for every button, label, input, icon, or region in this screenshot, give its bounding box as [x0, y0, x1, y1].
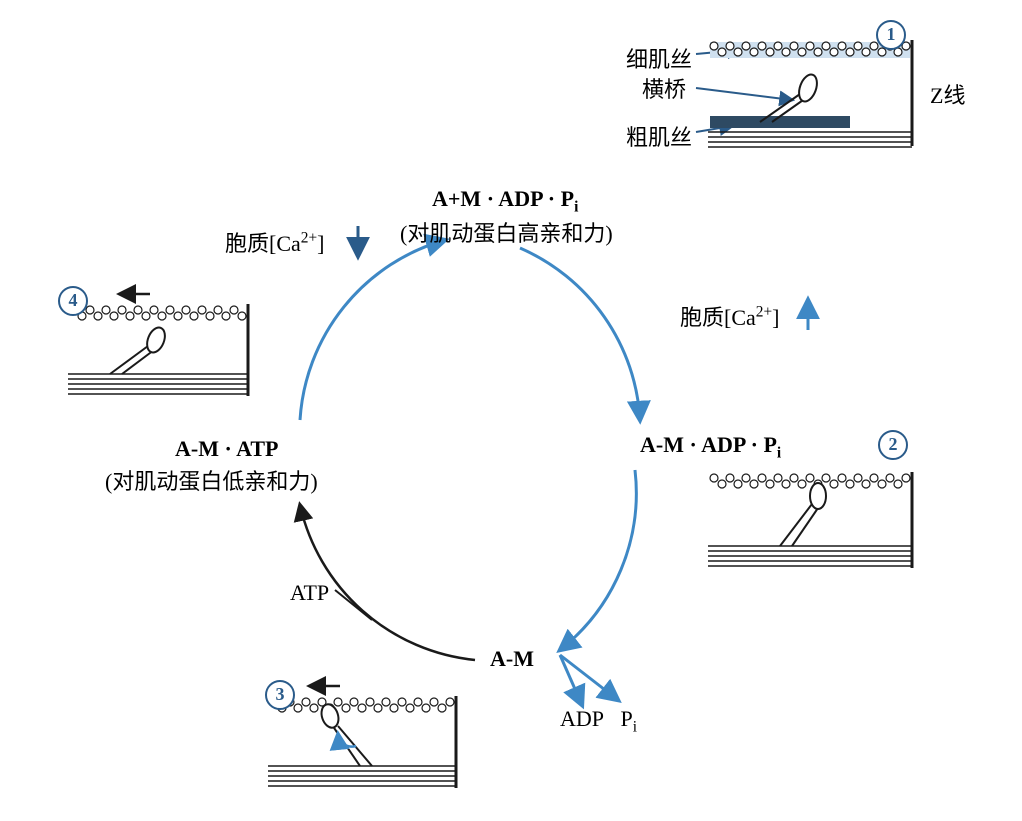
- state-1-note: (对肌动蛋白高亲和力): [400, 216, 613, 248]
- state-4-note: (对肌动蛋白低亲和力): [105, 464, 318, 496]
- step-3-badge: 3: [265, 680, 295, 710]
- state-4-formula: A-M · ATP: [175, 436, 278, 462]
- step-1-badge: 1: [876, 20, 906, 50]
- state-2-formula: A-M · ADP · Pi: [640, 432, 781, 462]
- label-cross-bridge: 横桥: [642, 72, 686, 104]
- diagram-svg: [0, 0, 1022, 821]
- label-ca-up: 胞质[Ca2+]: [680, 300, 779, 332]
- label-z-line: Z线: [930, 78, 965, 110]
- label-thick-filament: 粗肌丝: [626, 120, 692, 152]
- step-2-badge: 2: [878, 430, 908, 460]
- label-ca-down: 胞质[Ca2+]: [225, 226, 324, 258]
- state-1-formula: A+M · ADP · Pi: [432, 186, 578, 216]
- label-atp: ATP: [290, 580, 329, 606]
- step-4-badge: 4: [58, 286, 88, 316]
- state-3-formula: A-M: [490, 646, 534, 672]
- label-thin-filament: 细肌丝: [626, 42, 692, 74]
- label-adp-pi: ADP Pi: [560, 706, 637, 736]
